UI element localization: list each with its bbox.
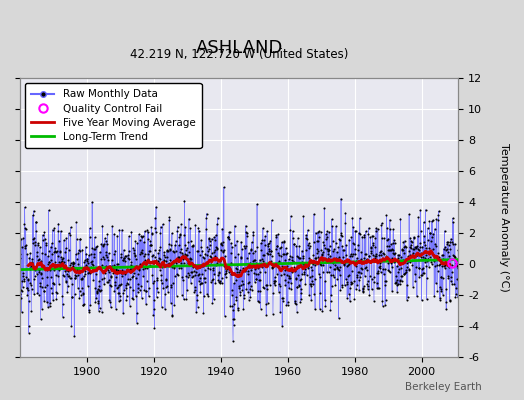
Text: 42.219 N, 122.720 W (United States): 42.219 N, 122.720 W (United States) bbox=[130, 48, 348, 61]
Legend: Raw Monthly Data, Quality Control Fail, Five Year Moving Average, Long-Term Tren: Raw Monthly Data, Quality Control Fail, … bbox=[25, 83, 202, 148]
Text: Berkeley Earth: Berkeley Earth bbox=[406, 382, 482, 392]
Title: ASHLAND: ASHLAND bbox=[195, 39, 283, 57]
Y-axis label: Temperature Anomaly (°C): Temperature Anomaly (°C) bbox=[499, 143, 509, 292]
